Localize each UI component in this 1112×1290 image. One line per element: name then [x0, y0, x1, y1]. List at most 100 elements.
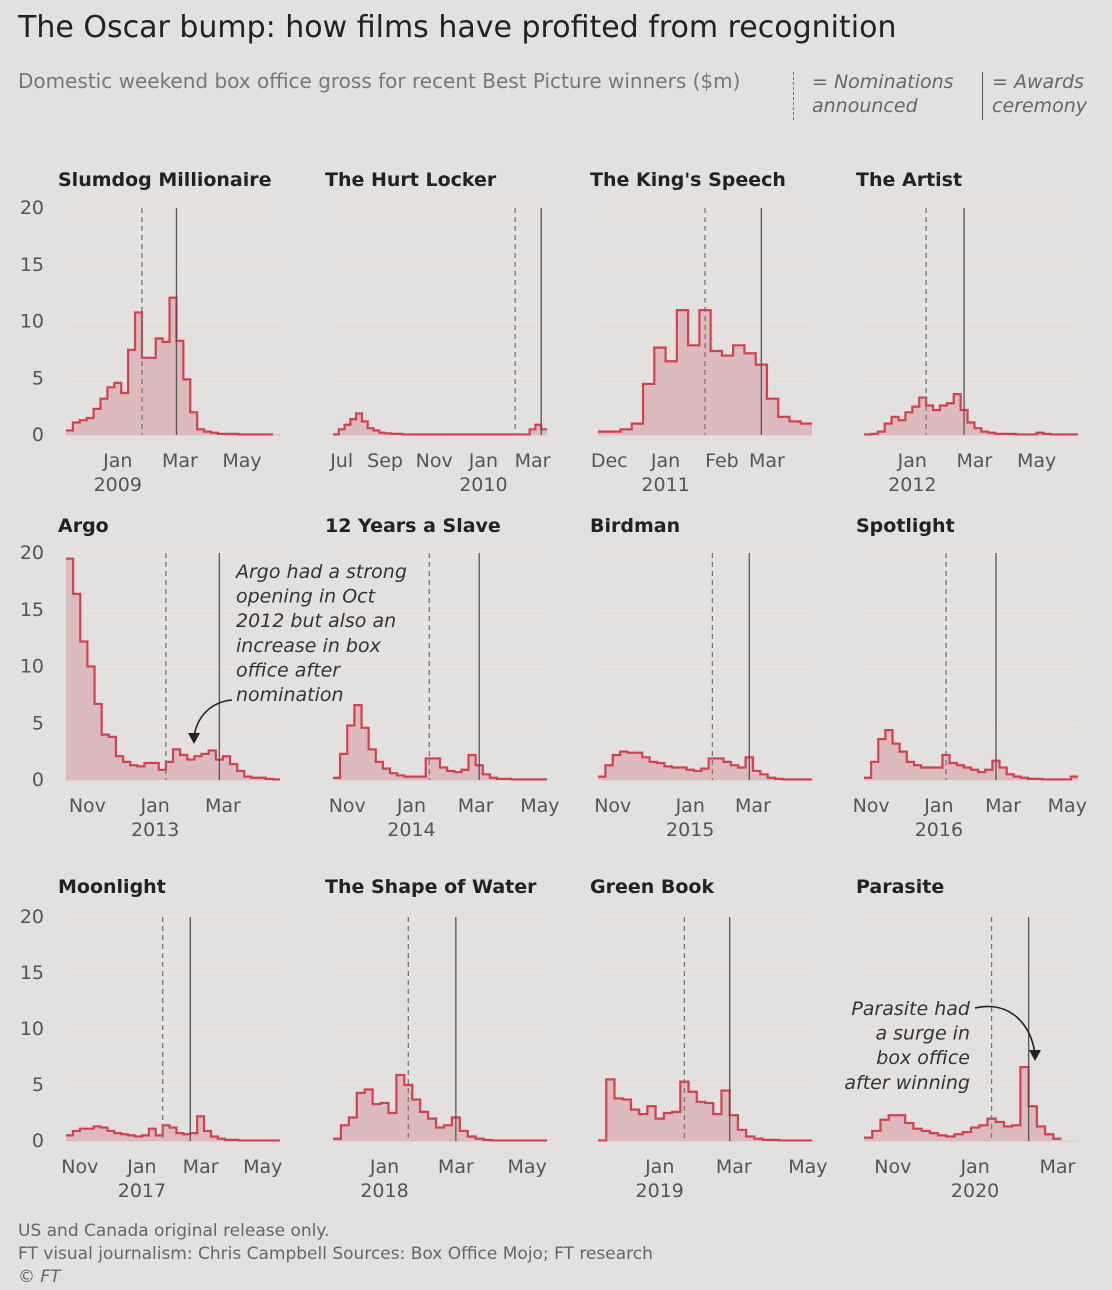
x-tick-label: Jul	[329, 450, 353, 472]
panel-title: The Shape of Water	[325, 876, 537, 898]
x-tick-label: May	[508, 1156, 547, 1178]
legend-ceremony-label: = Awards ceremony	[992, 71, 1088, 117]
series-line	[66, 296, 274, 436]
y-tick-label: 15	[20, 254, 44, 276]
panel-12	[864, 916, 1078, 1142]
y-tick-label: 0	[32, 769, 44, 791]
panel-10	[333, 916, 547, 1142]
panel-title: Slumdog Millionaire	[58, 169, 272, 191]
x-tick-label: Jan	[959, 1156, 989, 1178]
panel-7	[598, 552, 812, 781]
series-area	[333, 1074, 547, 1141]
x-tick-label: Nov	[874, 1156, 911, 1178]
panel-3	[598, 207, 812, 436]
x-tick-label: May	[520, 795, 559, 817]
x-tick-year: 2019	[636, 1180, 684, 1202]
chart-subtitle: Domestic weekend box office gross for re…	[18, 69, 741, 93]
x-tick-label: May	[243, 1156, 282, 1178]
footer-credit: FT visual journalism: Chris Campbell Sou…	[18, 1244, 653, 1264]
x-tick-year: 2009	[94, 474, 142, 496]
x-tick-label: Feb	[705, 450, 739, 472]
series-line	[333, 1073, 547, 1142]
series-area	[864, 394, 1078, 435]
x-tick-year: 2020	[951, 1180, 999, 1202]
x-tick-label: Jan	[650, 450, 680, 472]
series-area	[66, 1116, 280, 1141]
x-tick-label: Jan	[102, 450, 132, 472]
x-tick-label: Nov	[61, 1156, 98, 1178]
series-area	[66, 558, 280, 780]
legend-nominations-line	[793, 72, 794, 120]
x-tick-label: Nov	[329, 795, 366, 817]
x-tick-label: Nov	[416, 450, 453, 472]
x-tick-label: Mar	[735, 795, 771, 817]
annotation-parasite: Parasite had a surge in box office after wi…	[844, 998, 971, 1094]
panel-title: Moonlight	[58, 876, 166, 898]
series-line	[333, 703, 547, 781]
series-line	[598, 750, 812, 781]
series-area	[598, 751, 812, 780]
y-tick-label: 20	[20, 906, 44, 928]
y-tick-label: 0	[32, 424, 44, 446]
chart-title: The Oscar bump: how films have profited …	[18, 10, 897, 45]
x-tick-label: Jan	[126, 1156, 156, 1178]
y-tick-label: 15	[20, 962, 44, 984]
annotation-argo: Argo had a strong opening in Oct 2012 but …	[234, 561, 407, 706]
panel-9	[66, 916, 280, 1142]
x-tick-label: Jan	[897, 450, 927, 472]
x-tick-label: May	[222, 450, 261, 472]
x-tick-year: 2018	[360, 1180, 408, 1202]
series-line	[66, 557, 280, 781]
panel-1	[66, 207, 280, 436]
x-tick-label: Mar	[458, 795, 494, 817]
x-tick-label: Mar	[716, 1156, 752, 1178]
x-tick-label: Nov	[594, 795, 631, 817]
x-tick-label: Mar	[957, 450, 993, 472]
x-tick-label: Sep	[367, 450, 403, 472]
x-tick-label: May	[1048, 795, 1087, 817]
series-area	[598, 1079, 812, 1141]
x-tick-label: Nov	[69, 795, 106, 817]
x-tick-label: Mar	[515, 450, 551, 472]
y-tick-label: 0	[32, 1130, 44, 1152]
x-tick-label: May	[788, 1156, 827, 1178]
x-tick-label: Jan	[923, 795, 953, 817]
x-tick-year: 2010	[459, 474, 507, 496]
x-tick-year: 2015	[666, 819, 714, 841]
series-area	[864, 730, 1078, 780]
x-tick-year: 2011	[641, 474, 689, 496]
panel-title: The Hurt Locker	[325, 169, 497, 191]
x-tick-year: 2014	[387, 819, 435, 841]
series-area	[333, 413, 547, 435]
footer-copyright: © FT	[18, 1267, 61, 1287]
series-area	[864, 1067, 1062, 1141]
panel-title: The King's Speech	[590, 169, 786, 191]
y-tick-label: 5	[32, 367, 44, 389]
footer-note: US and Canada original release only.	[18, 1221, 330, 1241]
y-tick-label: 10	[20, 1018, 44, 1040]
legend-nominations-label: = Nominations announced	[812, 71, 954, 117]
panel-5	[66, 552, 280, 781]
series-area	[66, 297, 274, 435]
y-tick-label: 5	[32, 1074, 44, 1096]
x-tick-label: Dec	[591, 450, 628, 472]
x-tick-year: 2017	[118, 1180, 166, 1202]
series-area	[333, 705, 547, 780]
y-tick-label: 20	[20, 542, 44, 564]
x-tick-label: Mar	[1039, 1156, 1075, 1178]
series-line	[598, 309, 812, 433]
panel-4	[864, 207, 1078, 436]
y-tick-label: 10	[20, 656, 44, 678]
x-tick-label: Jan	[140, 795, 170, 817]
x-tick-label: Mar	[183, 1156, 219, 1178]
y-tick-label: 20	[20, 197, 44, 219]
y-tick-label: 15	[20, 599, 44, 621]
x-tick-label: Jan	[644, 1156, 674, 1178]
series-line	[598, 1078, 812, 1142]
panel-8	[864, 552, 1078, 781]
annotation-parasite-arrowhead	[1029, 1050, 1041, 1061]
x-tick-label: Mar	[985, 795, 1021, 817]
annotation-argo-arrowhead	[188, 733, 200, 744]
x-tick-label: Mar	[749, 450, 785, 472]
panel-title: Birdman	[590, 515, 680, 537]
